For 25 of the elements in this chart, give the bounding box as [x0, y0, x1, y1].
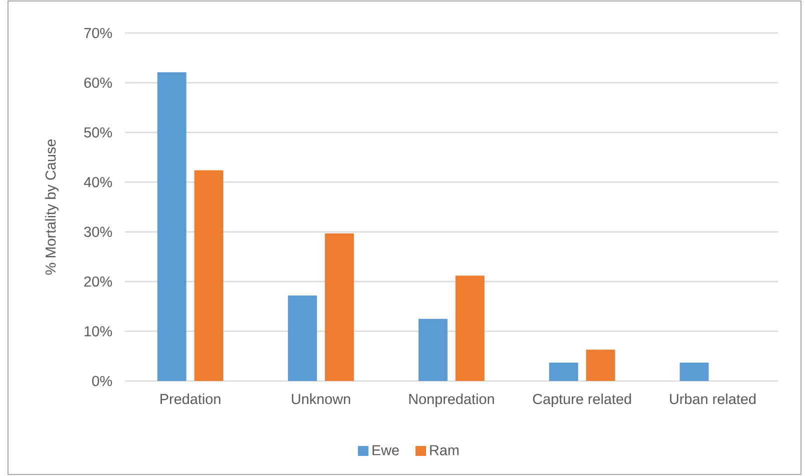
- bar: [586, 350, 616, 381]
- bar: [549, 362, 578, 381]
- y-axis-title: % Mortality by Cause: [45, 139, 59, 275]
- y-tick-label: 10%: [84, 326, 112, 336]
- legend-label: Ram: [430, 445, 459, 456]
- legend-label: Ewe: [372, 445, 399, 456]
- y-tick-label: 50%: [84, 127, 112, 138]
- y-tick-label: 60%: [84, 78, 112, 88]
- bar: [418, 318, 448, 381]
- x-tick-label: Urban related: [670, 394, 756, 404]
- bar: [680, 362, 709, 381]
- y-tick-label: 0%: [92, 376, 112, 386]
- y-tick-label: 20%: [84, 276, 112, 287]
- x-tick-label: Capture related: [533, 394, 631, 407]
- bar: [288, 295, 317, 381]
- y-tick-label: 30%: [84, 226, 112, 237]
- x-tick-label: Nonpredation: [409, 394, 494, 407]
- y-tick-label: 70%: [84, 28, 112, 38]
- x-tick-label: Predation: [160, 394, 220, 404]
- bar: [194, 170, 224, 381]
- bar: [157, 72, 186, 381]
- bar: [455, 276, 484, 381]
- y-tick-label: 40%: [84, 177, 112, 188]
- bar: [324, 233, 354, 381]
- x-tick-label: Unknown: [292, 394, 350, 404]
